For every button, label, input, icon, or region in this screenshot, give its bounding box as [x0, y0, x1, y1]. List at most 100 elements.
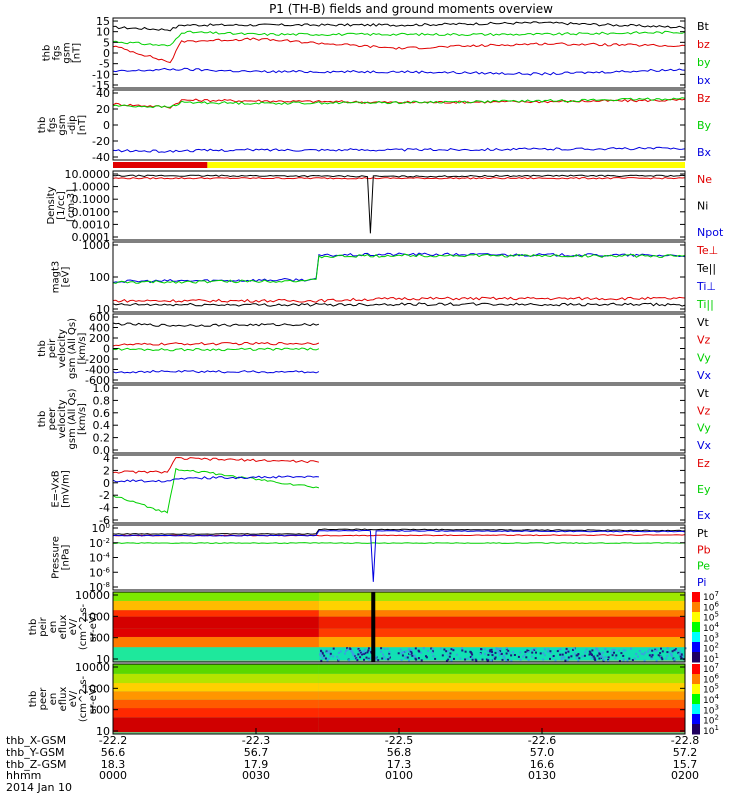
spectrogram-speckle	[410, 651, 413, 654]
spectrogram-speckle	[525, 656, 528, 659]
spectrogram-speckle	[348, 659, 351, 662]
spectrogram-speckle	[351, 651, 354, 654]
y-tick-label: 100	[89, 632, 110, 645]
y-tick-label: 2	[103, 464, 110, 477]
spectrogram-speckle	[585, 648, 588, 651]
spectrogram-speckle	[531, 649, 534, 652]
spectrogram-speckle	[640, 652, 643, 655]
spectrogram-speckle	[617, 649, 620, 652]
ephem-value: 56.7	[244, 746, 269, 759]
series-bx	[112, 67, 686, 76]
spectrogram-speckle	[506, 658, 509, 661]
spectrogram-speckle	[549, 652, 552, 654]
colorbar-tick-label: 101	[703, 724, 719, 737]
spectrogram-speckle	[489, 650, 492, 653]
spectrogram-speckle	[510, 659, 513, 662]
spectrogram-speckle	[591, 649, 594, 652]
colorbar-tick-label: 103	[703, 703, 719, 716]
spectrogram-speckle	[566, 649, 569, 652]
spectrogram-speckle	[326, 651, 329, 654]
spectrogram-speckle	[650, 657, 653, 660]
spectrogram-speckle	[526, 649, 529, 652]
y-tick-label: 10000	[75, 661, 110, 674]
spectrogram-speckle	[338, 658, 340, 661]
spectrogram-speckle	[434, 657, 437, 660]
y-tick-label: -20	[92, 135, 110, 148]
colorbar-tick-label: 106	[703, 600, 719, 613]
colorbar-tick-label: 101	[703, 652, 719, 665]
y-tick-label: -5	[99, 58, 110, 71]
spectrogram-speckle	[431, 651, 434, 654]
legend-Vt: Vt	[697, 316, 710, 329]
series-Pt	[112, 528, 686, 535]
spectrogram-band	[318, 600, 685, 611]
spectrogram-speckle	[499, 650, 502, 653]
spectrogram-speckle	[439, 647, 442, 650]
spectrogram-band	[113, 691, 319, 700]
spectrogram-speckle	[374, 655, 377, 658]
spectrogram-speckle	[620, 652, 623, 655]
spectrogram-speckle	[549, 650, 552, 653]
spectrogram-speckle	[610, 651, 613, 654]
spectrogram-speckle	[420, 651, 422, 654]
spectrogram-speckle	[560, 656, 563, 659]
spectrogram-speckle	[406, 656, 409, 659]
spectrogram-speckle	[577, 659, 580, 662]
spectrogram-speckle	[397, 652, 400, 655]
y-tick-label: 0	[103, 477, 110, 490]
legend-Te⊥: Te⊥	[696, 244, 718, 257]
spectrogram-band	[318, 591, 685, 601]
spectrogram-speckle	[592, 655, 595, 658]
spectrogram-speckle	[674, 648, 677, 651]
y-tick-label: 10	[96, 653, 110, 666]
colorbar-tick-label: 107	[703, 662, 719, 675]
spectrogram-speckle	[531, 651, 534, 654]
spectrogram-speckle	[660, 647, 662, 650]
spectrogram-speckle	[339, 650, 342, 653]
colorbar-segment	[692, 694, 700, 705]
panel-5: 6004002000-200-400-600thbpeirvelocitygsm…	[37, 311, 712, 387]
spectrogram-speckle	[328, 649, 331, 652]
series-by	[112, 30, 686, 47]
y-axis-label: thbpeervelocitygsm (All Qs)[km/s]	[37, 388, 88, 449]
spectrogram-speckle	[628, 657, 631, 660]
spectrogram-speckle	[564, 651, 567, 654]
spectrogram-speckle	[666, 651, 669, 654]
ephem-value: -22.2	[99, 734, 127, 747]
spectrogram-speckle	[320, 655, 323, 658]
spectrogram-band	[318, 663, 685, 674]
y-tick-label: 10-2	[89, 537, 110, 550]
spectrogram-speckle	[635, 652, 638, 655]
y-tick-label: 0	[103, 47, 110, 60]
spectrogram-speckle	[611, 654, 614, 657]
spectrogram-band	[318, 691, 685, 700]
panels-group: 151050-5-10-15thbfgsgsm[nT]Btbzbybx40200…	[28, 15, 724, 738]
spectrogram-speckle	[483, 652, 486, 655]
spectrogram-speckle	[604, 648, 607, 650]
ephem-value: 18.3	[101, 758, 126, 771]
panel-frame	[112, 170, 686, 241]
spectrogram-band	[318, 636, 685, 648]
spectrogram-speckle	[498, 652, 501, 655]
spectrogram-speckle	[519, 651, 522, 654]
spectrogram-speckle	[559, 653, 562, 656]
spectrogram-speckle	[604, 656, 607, 659]
spectrogram-speckle	[413, 654, 416, 657]
spectrogram-speckle	[375, 658, 377, 661]
spectrogram-speckle	[552, 655, 555, 657]
ephem-value: 17.9	[244, 758, 269, 771]
colorbar-tick-label: 106	[703, 672, 719, 685]
spectrogram-speckle	[491, 650, 493, 653]
spectrogram-speckle	[631, 659, 634, 661]
spectrogram-speckle	[554, 659, 557, 662]
spectrogram-speckle	[577, 653, 580, 655]
colorbar-segment	[692, 724, 700, 735]
spectrogram-speckle	[336, 655, 339, 658]
mode-bar-fast	[113, 162, 208, 168]
spectrogram-speckle	[534, 648, 537, 650]
spectrogram-band	[113, 628, 319, 637]
spectrogram-speckle	[370, 656, 373, 659]
spectrogram-speckle	[386, 647, 389, 650]
legend-Pe: Pe	[697, 560, 710, 573]
spectrogram-speckle	[337, 651, 340, 654]
